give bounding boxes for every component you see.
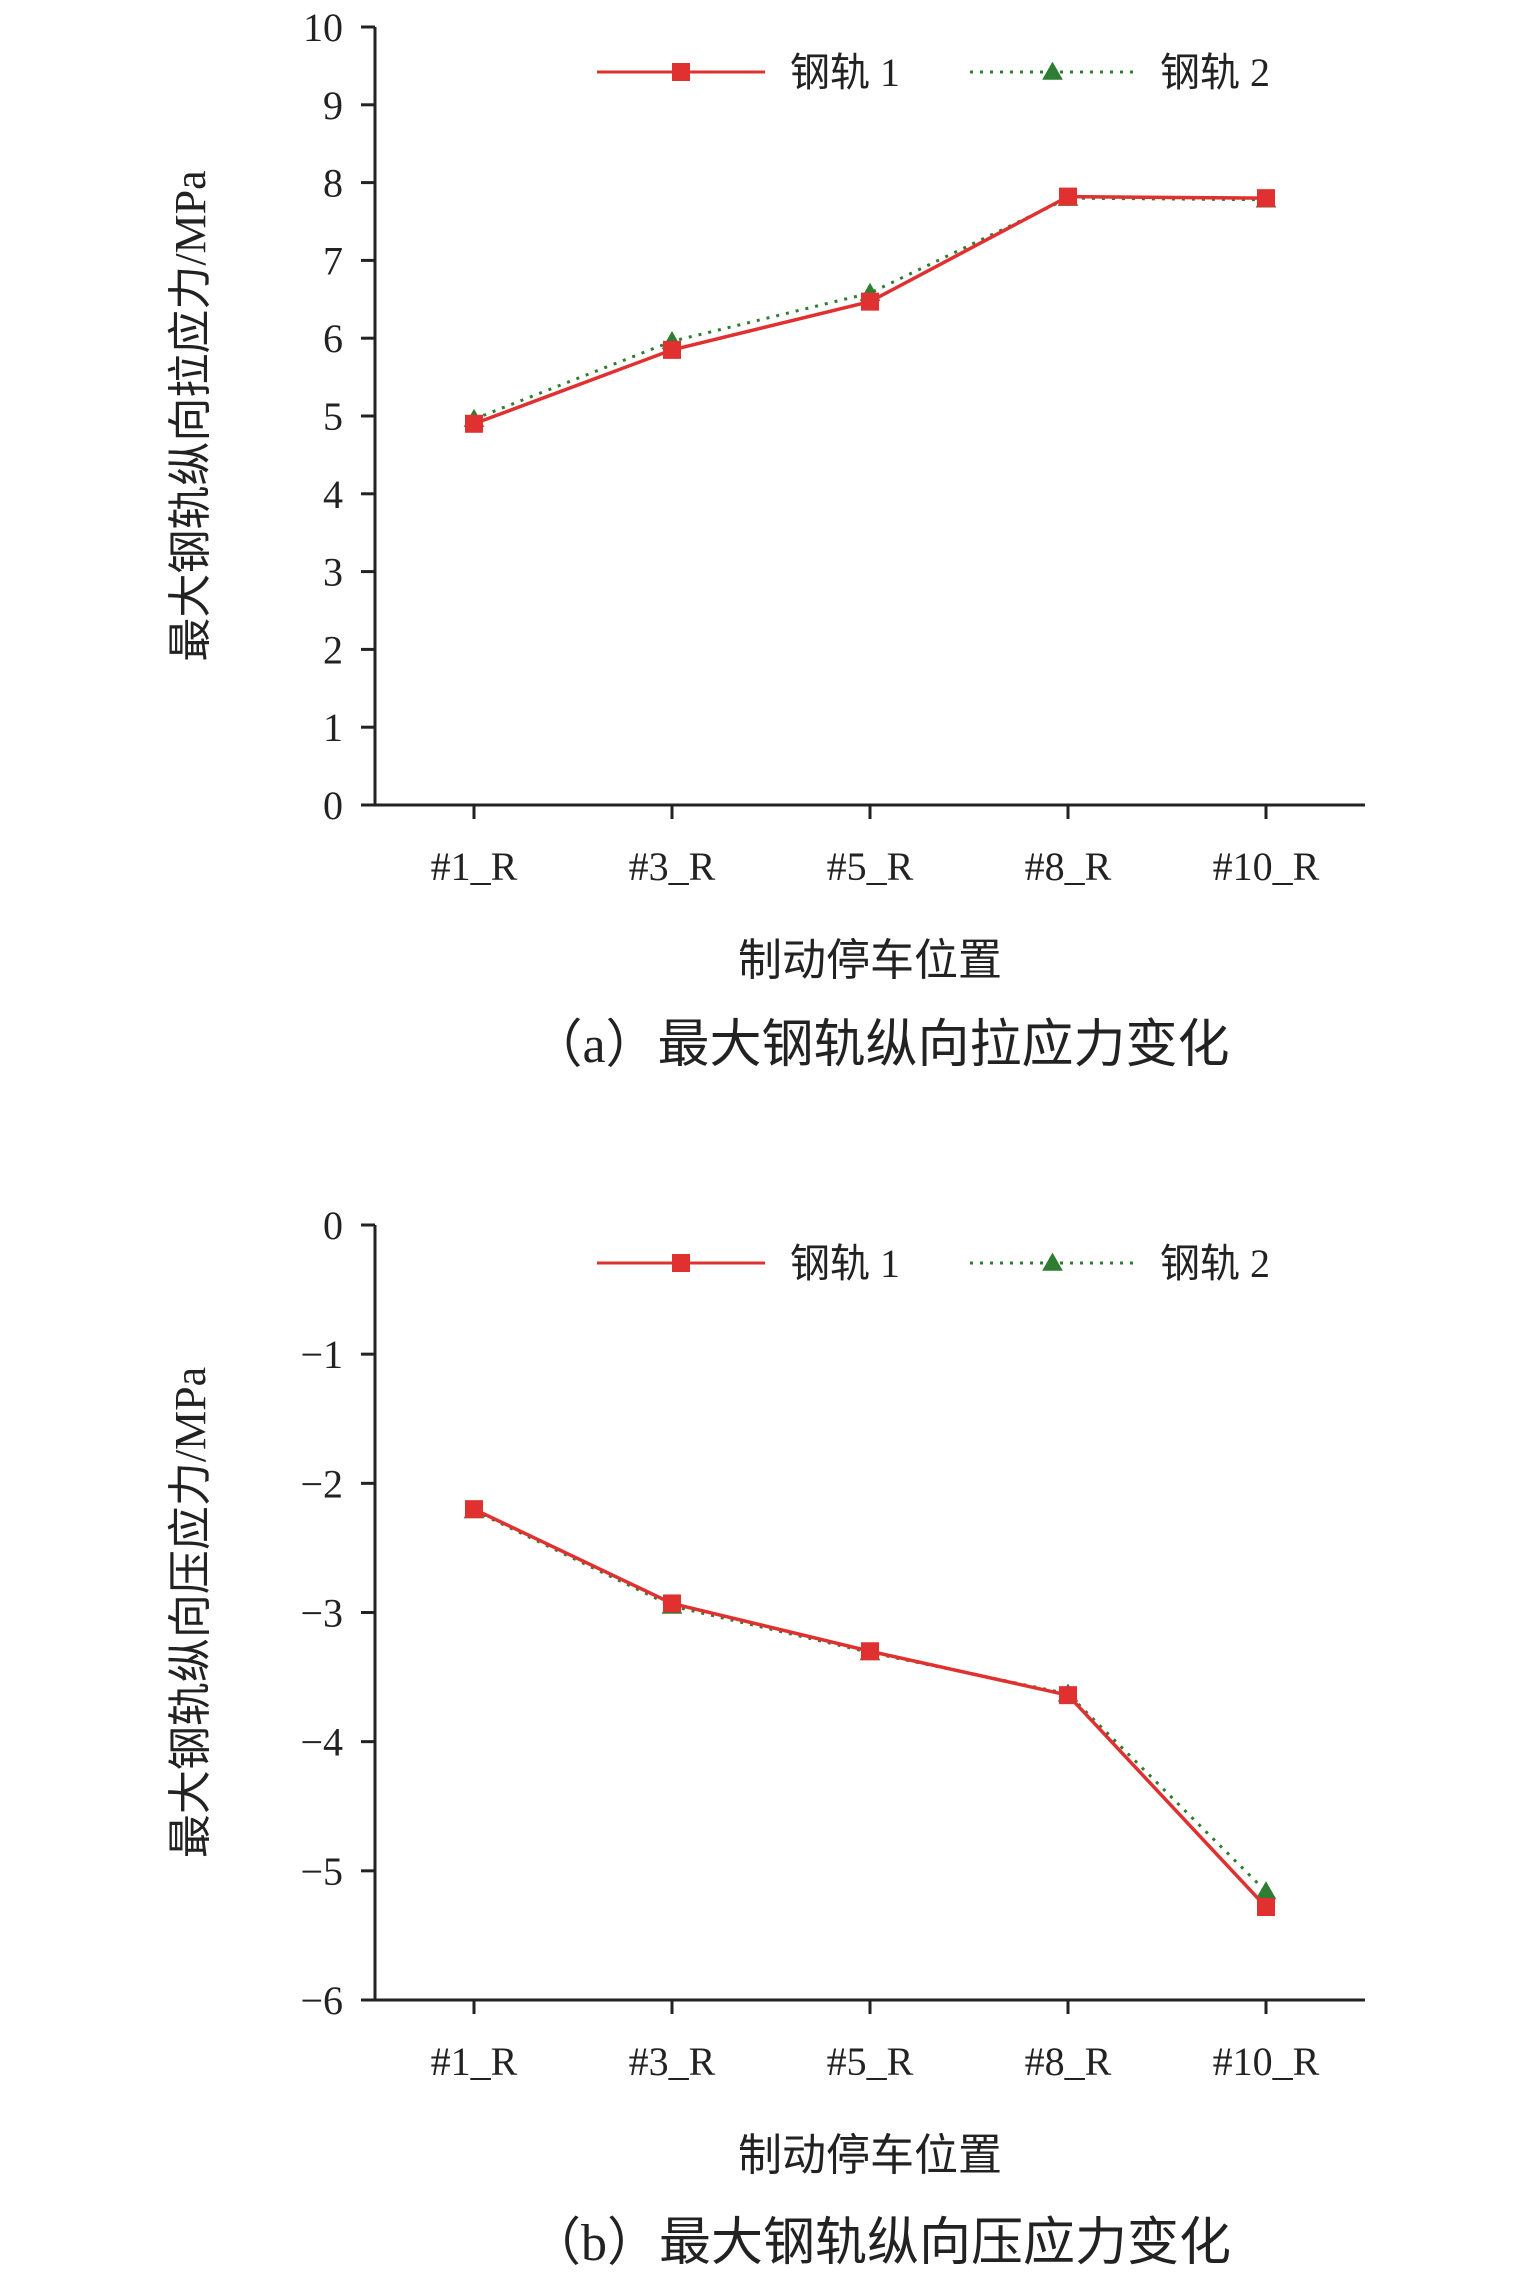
data-point-marker [861, 1642, 879, 1661]
data-point-marker [672, 63, 690, 81]
legend: 钢轨 1 钢轨 2 [597, 50, 1270, 95]
data-point-marker [663, 1594, 681, 1613]
x-tick-label: #10_R [1213, 844, 1320, 889]
x-tick-label: #8_R [1025, 844, 1112, 889]
y-tick-label: 0 [323, 783, 343, 828]
x-tick-label: #5_R [827, 844, 914, 889]
data-point-marker [1257, 1898, 1275, 1916]
y-tick-label: −2 [300, 1461, 343, 1506]
y-tick-label: −1 [300, 1332, 343, 1377]
data-point-marker [1255, 1881, 1277, 1900]
legend-label-2: 钢轨 2 [1160, 50, 1270, 95]
x-tick-label: #8_R [1025, 2039, 1112, 2084]
y-tick-label: 6 [323, 316, 343, 361]
y-tick-label: −5 [300, 1849, 343, 1894]
y-axis-title: 最大钢轨纵向压应力/MPa [166, 1367, 215, 1858]
x-tick-label: #1_R [431, 844, 518, 889]
data-point-marker [1059, 187, 1077, 206]
data-point-marker [465, 414, 483, 433]
y-tick-label: −3 [300, 1591, 343, 1636]
x-axis-title: 制动停车位置 [738, 936, 1002, 985]
y-axis-title: 最大钢轨纵向拉应力/MPa [166, 170, 215, 661]
data-point-marker [672, 1254, 690, 1272]
data-point-marker [1042, 61, 1063, 80]
data-point-marker [1042, 1252, 1063, 1271]
data-point-marker [663, 340, 681, 359]
y-tick-label: 8 [323, 161, 343, 206]
data-point-marker [1059, 1686, 1077, 1705]
x-tick-label: #1_R [431, 2039, 518, 2084]
chart-tensile-stress: 0 1 2 3 4 5 6 7 8 9 10 #1_R #3_R #5_R #8_R #10_R 制动停车位置 最… [166, 5, 1365, 1074]
figure-caption: （b）最大钢轨纵向压应力变化 [529, 2215, 1231, 2272]
legend-label-2: 钢轨 2 [1160, 1241, 1270, 1286]
y-tick-label: 3 [323, 550, 343, 595]
legend-label-1: 钢轨 1 [790, 50, 900, 95]
y-tick-label: 5 [323, 394, 343, 439]
y-tick-label: 2 [323, 627, 343, 672]
data-point-marker [1257, 189, 1275, 208]
legend: 钢轨 1 钢轨 2 [597, 1241, 1270, 1286]
y-tick-label: 7 [323, 238, 343, 283]
y-tick-label: 9 [323, 83, 343, 128]
data-point-marker [465, 1500, 483, 1519]
y-tick-label: 1 [323, 705, 343, 750]
x-tick-label: #10_R [1213, 2039, 1320, 2084]
y-tick-label: 0 [323, 1203, 343, 1248]
x-tick-label: #3_R [629, 844, 716, 889]
y-tick-label: 4 [323, 472, 343, 517]
x-axis-title: 制动停车位置 [738, 2131, 1002, 2180]
y-tick-label: 10 [303, 5, 343, 50]
legend-label-1: 钢轨 1 [790, 1241, 900, 1286]
x-tick-label: #5_R [827, 2039, 914, 2084]
y-tick-label: −4 [300, 1720, 343, 1765]
figure-caption: （a）最大钢轨纵向拉应力变化 [530, 1017, 1229, 1074]
y-tick-label: −6 [300, 1978, 343, 2023]
chart-compressive-stress: 0 −1 −2 −3 −4 −5 −6 #1_R #3_R #5_R #8_R #10_R 制动停车位置… [166, 1203, 1365, 2272]
x-tick-label: #3_R [629, 2039, 716, 2084]
data-point-marker [861, 292, 879, 311]
